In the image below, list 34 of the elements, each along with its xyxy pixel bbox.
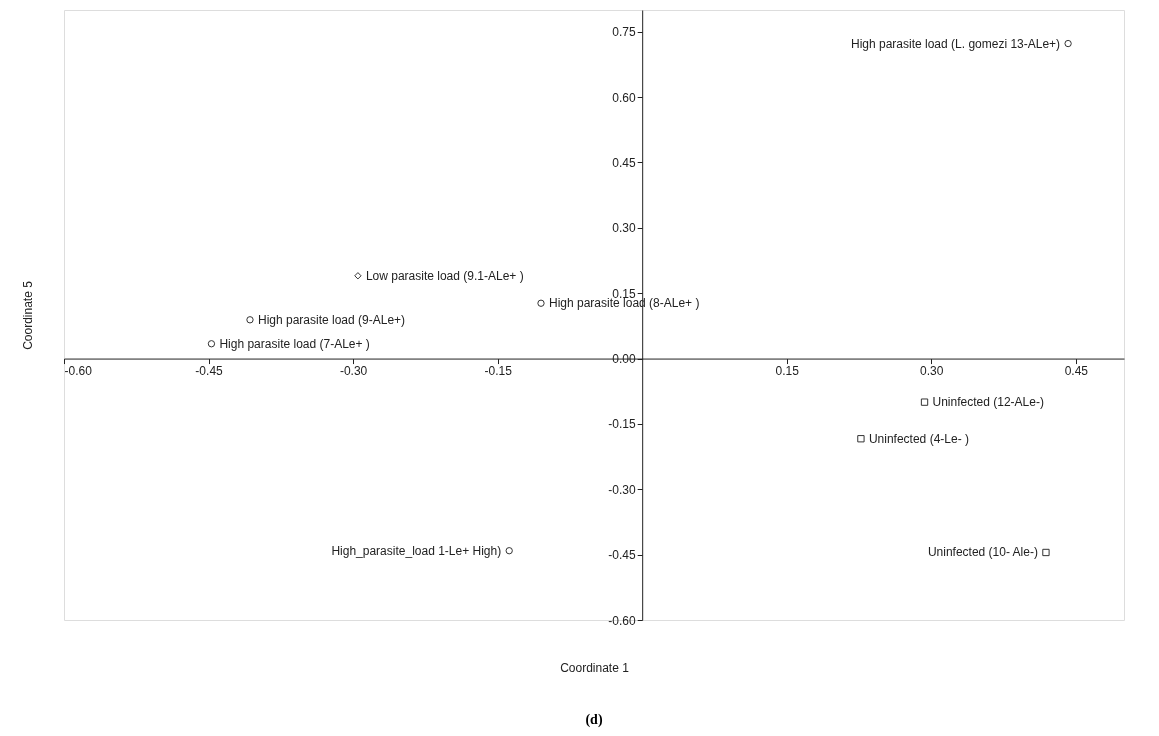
annotation: Uninfected (4-Le- ) bbox=[868, 431, 969, 446]
point bbox=[246, 316, 254, 324]
point bbox=[857, 435, 865, 443]
x-tick-label: -0.60 bbox=[64, 364, 93, 379]
point bbox=[1064, 39, 1072, 48]
point bbox=[920, 398, 929, 406]
point bbox=[1042, 548, 1050, 557]
y-tick-label: 0.60 bbox=[612, 90, 636, 105]
y-tick-label: 0.75 bbox=[612, 25, 636, 40]
y-axis-title: Coordinate 5 bbox=[20, 280, 35, 350]
annotation: High parasite load (9-ALe+) bbox=[257, 312, 406, 327]
x-tick-label: 0.30 bbox=[920, 364, 944, 379]
y-tick-label: 0.30 bbox=[612, 221, 636, 236]
annotation: Low parasite load (9.1-ALe+ ) bbox=[365, 268, 524, 283]
x-tick-label: 0.15 bbox=[775, 364, 800, 379]
point bbox=[207, 340, 216, 348]
annotation: Uninfected (10- Ale-) bbox=[927, 545, 1038, 560]
point bbox=[505, 547, 513, 555]
annotation: Uninfected (12-ALe-) bbox=[932, 395, 1044, 410]
x-tick-label: -0.15 bbox=[484, 364, 513, 379]
annotation: High parasite load (L. gomezi 13-ALe+) bbox=[850, 36, 1061, 51]
y-tick-label: -0.60 bbox=[608, 613, 636, 628]
text: (d) bbox=[585, 712, 603, 728]
x-tick-label: -0.30 bbox=[339, 364, 368, 379]
y-tick-label: -0.15 bbox=[608, 417, 636, 432]
annotation: High parasite load (7-ALe+ ) bbox=[219, 336, 370, 351]
y-tick-label: 0.45 bbox=[612, 156, 636, 170]
annotation: High_parasite_load 1-Le+ High) bbox=[331, 543, 502, 558]
point bbox=[537, 299, 545, 307]
x-tick-label: 0.45 bbox=[1064, 364, 1089, 379]
x-axis-title: Coordinate 1 bbox=[560, 660, 630, 675]
y-tick-label: -0.30 bbox=[608, 482, 636, 497]
y-tick-label: -0.45 bbox=[608, 548, 636, 563]
x-tick-label: -0.45 bbox=[195, 364, 224, 379]
